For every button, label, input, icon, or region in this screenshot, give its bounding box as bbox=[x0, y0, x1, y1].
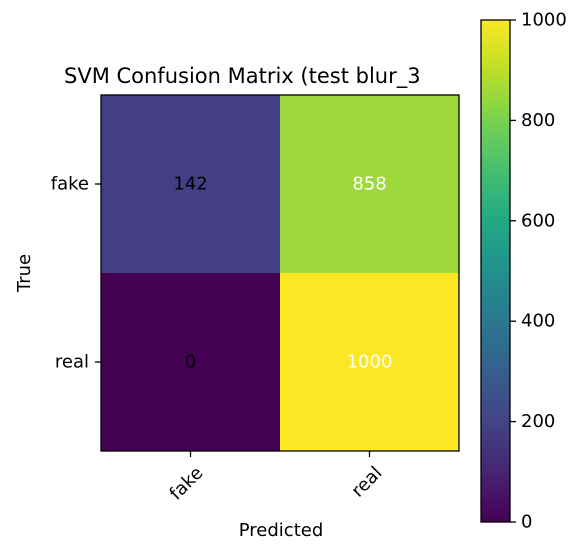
cell-fake-real bbox=[280, 95, 459, 273]
chart-title: SVM Confusion Matrix (test blur_3 bbox=[64, 64, 421, 89]
colorbar-tick-label-0: 0 bbox=[521, 512, 532, 533]
cell-fake-fake bbox=[101, 95, 280, 273]
cell-label-fake-real: 858 bbox=[352, 174, 386, 195]
x-tick-label-fake: fake bbox=[166, 463, 208, 505]
plot-frame bbox=[100, 94, 460, 452]
x-axis: fake real bbox=[166, 451, 386, 505]
x-axis-label: Predicted bbox=[239, 520, 324, 541]
cell-real-real bbox=[280, 273, 459, 451]
colorbar-tick-label-800: 800 bbox=[521, 110, 555, 131]
colorbar-gradient bbox=[481, 20, 510, 522]
cell-label-fake-fake: 142 bbox=[173, 174, 207, 195]
colorbar-ticks: 0 200 400 600 800 1000 bbox=[510, 10, 567, 533]
cell-label-real-real: 1000 bbox=[347, 352, 393, 373]
colorbar-tick-label-200: 200 bbox=[521, 411, 555, 432]
colorbar: 0 200 400 600 800 1000 bbox=[480, 10, 567, 533]
y-tick-label-fake: fake bbox=[51, 174, 89, 195]
cell-labels: 142 858 0 1000 bbox=[173, 174, 392, 373]
x-tick-label-real: real bbox=[347, 463, 386, 502]
colorbar-frame bbox=[480, 19, 511, 523]
y-tick-label-real: real bbox=[55, 352, 89, 373]
cell-label-real-fake: 0 bbox=[185, 352, 196, 373]
matrix-cells bbox=[101, 95, 459, 451]
colorbar-tick-label-400: 400 bbox=[521, 311, 555, 332]
y-axis-label: True bbox=[14, 254, 35, 293]
cell-real-fake bbox=[101, 273, 280, 451]
y-axis: fake real bbox=[51, 174, 101, 373]
colorbar-tick-label-1000: 1000 bbox=[521, 10, 567, 31]
colorbar-tick-label-600: 600 bbox=[521, 210, 555, 231]
